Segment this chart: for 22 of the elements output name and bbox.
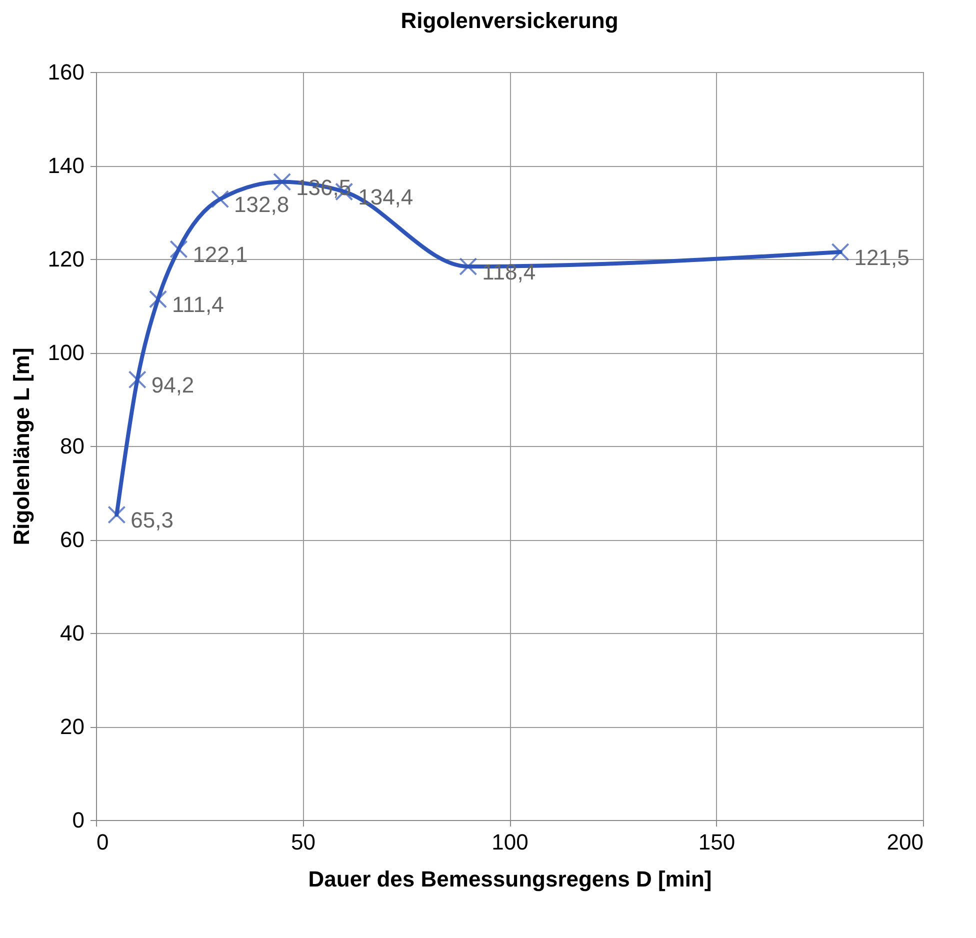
y-tick-label: 140 [48, 153, 84, 178]
x-tick-label: 200 [886, 830, 924, 854]
chart-title: Rigolenversickerung [400, 8, 618, 33]
y-tick-label: 60 [60, 527, 84, 552]
data-label: 65,3 [130, 508, 174, 533]
data-label: 132,8 [234, 192, 290, 218]
y-tick-label: 40 [60, 620, 84, 646]
y-tick-label: 100 [48, 340, 84, 365]
data-label: 94,2 [151, 372, 194, 398]
data-label: 134,4 [358, 184, 414, 210]
y-tick-label: 80 [60, 434, 84, 458]
data-label: 111,4 [172, 292, 224, 318]
y-tick-label: 20 [60, 714, 84, 739]
y-tick-label: 160 [48, 60, 84, 84]
x-tick-label: 150 [698, 830, 736, 854]
y-axis-title: Rigolenlänge L [m] [8, 348, 34, 546]
x-tick-label: 100 [492, 830, 528, 854]
y-tick-label: 120 [48, 246, 84, 272]
x-tick-label: 50 [291, 830, 316, 854]
x-tick-label: 0 [96, 830, 109, 854]
y-tick-label: 0 [72, 808, 84, 832]
x-axis-title: Dauer des Bemessungsregens D [min] [308, 866, 712, 892]
